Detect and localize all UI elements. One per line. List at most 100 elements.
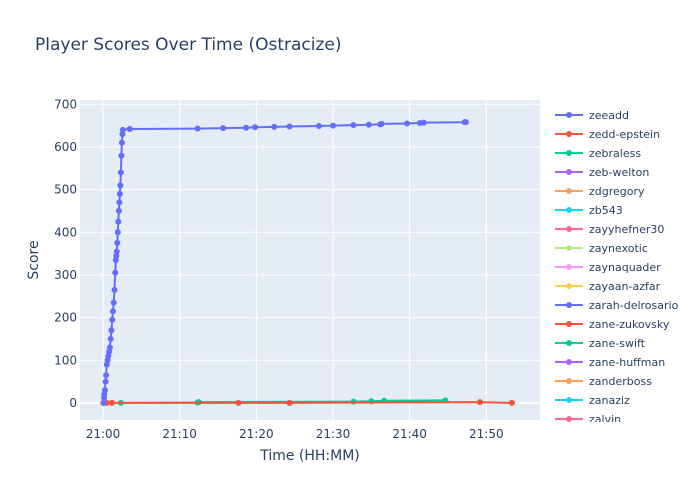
legend-swatch-marker bbox=[566, 321, 572, 327]
legend-label: zayaan-azfar bbox=[589, 280, 661, 293]
legend-swatch-marker bbox=[566, 169, 572, 175]
data-point-zeeadd bbox=[118, 152, 125, 159]
y-tick-label: 600 bbox=[54, 140, 77, 154]
data-point-zeeadd bbox=[114, 229, 121, 236]
data-point-zeeadd bbox=[220, 125, 227, 132]
data-point-zeeadd bbox=[117, 182, 124, 189]
y-tick-label: 400 bbox=[54, 225, 77, 239]
data-point-zedd-epstein bbox=[235, 399, 242, 406]
x-tick-label: 21:50 bbox=[469, 427, 504, 441]
legend-item: zane-swift bbox=[555, 337, 646, 350]
data-point-zeeadd bbox=[286, 123, 293, 130]
legend: zeeadd zedd-epstein zebraless zeb-welton zdg… bbox=[555, 109, 679, 426]
data-point-zedd-epstein bbox=[508, 399, 515, 406]
data-point-zeeadd bbox=[315, 123, 322, 130]
data-point-zeeadd bbox=[102, 378, 109, 385]
data-point-zeeadd bbox=[114, 239, 121, 246]
data-point-zeeadd bbox=[194, 125, 201, 132]
legend-label: zedd-epstein bbox=[589, 128, 660, 141]
data-point-zeeadd bbox=[116, 190, 123, 197]
legend-swatch-marker bbox=[566, 359, 572, 365]
legend-item: zayyhefner30 bbox=[555, 223, 664, 236]
legend-item: zaynexotic bbox=[555, 242, 648, 255]
y-tick-label: 0 bbox=[69, 396, 77, 410]
x-axis-title: Time (HH:MM) bbox=[259, 448, 360, 464]
legend-item: zedd-epstein bbox=[555, 128, 660, 141]
data-point-zeeadd bbox=[112, 269, 119, 276]
data-point-zeeadd bbox=[126, 126, 133, 133]
legend-label: zane-zukovsky bbox=[589, 318, 670, 331]
legend-label: zayyhefner30 bbox=[589, 223, 664, 236]
data-point-zeeadd bbox=[113, 248, 120, 255]
data-point-zeeadd bbox=[404, 120, 411, 127]
legend-item: zdgregory bbox=[555, 185, 645, 198]
legend-label: zebraless bbox=[589, 147, 641, 160]
x-tick-label: 21:30 bbox=[316, 427, 351, 441]
data-point-zeeadd bbox=[111, 286, 118, 293]
y-tick-label: 300 bbox=[54, 268, 77, 282]
legend-item: zebraless bbox=[555, 147, 641, 160]
data-point-zeeadd bbox=[365, 121, 372, 128]
legend-label: zarah-delrosario bbox=[589, 299, 679, 312]
plot-area bbox=[80, 100, 540, 420]
legend-item: zanaziz bbox=[555, 394, 630, 407]
data-point-zeeadd bbox=[271, 123, 278, 130]
legend-item: zb543 bbox=[555, 204, 623, 217]
data-point-zeeadd bbox=[100, 399, 107, 406]
legend-label: zalvin bbox=[589, 413, 621, 426]
data-point-zeeadd bbox=[116, 199, 123, 206]
x-tick-label: 21:20 bbox=[239, 427, 274, 441]
legend-swatch-marker bbox=[566, 245, 572, 251]
chart-title: Player Scores Over Time (Ostracize) bbox=[35, 35, 342, 55]
legend-label: zdgregory bbox=[589, 185, 645, 198]
legend-swatch-marker bbox=[566, 264, 572, 270]
x-tick-label: 21:10 bbox=[162, 427, 197, 441]
series-zeeadd bbox=[100, 119, 469, 406]
legend-item: zalvin bbox=[555, 413, 621, 426]
legend-item: zeb-welton bbox=[555, 166, 649, 179]
legend-swatch-marker bbox=[566, 131, 572, 137]
legend-swatch-marker bbox=[566, 283, 572, 289]
legend-item: zeeadd bbox=[555, 109, 629, 122]
legend-label: zeb-welton bbox=[589, 166, 649, 179]
legend-item: zane-zukovsky bbox=[555, 318, 670, 331]
legend-item: zaynaquader bbox=[555, 261, 661, 274]
data-point-zeeadd bbox=[108, 327, 115, 334]
data-point-zeeadd bbox=[106, 344, 113, 351]
data-point-zeeadd bbox=[119, 126, 126, 133]
data-point-zedd-epstein bbox=[476, 399, 483, 406]
legend-swatch-marker bbox=[566, 188, 572, 194]
grid-layer bbox=[80, 100, 540, 420]
y-tick-label: 100 bbox=[54, 353, 77, 367]
data-point-zeeadd bbox=[118, 139, 125, 146]
y-tick-label: 700 bbox=[54, 97, 77, 111]
legend-item: zayaan-azfar bbox=[555, 280, 661, 293]
data-point-zeeadd bbox=[109, 308, 116, 315]
data-layer bbox=[100, 119, 515, 406]
legend-item: zane-huffman bbox=[555, 356, 665, 369]
data-point-zeeadd bbox=[101, 387, 108, 394]
data-point-zeeadd bbox=[378, 120, 385, 127]
data-point-zeeadd bbox=[115, 218, 122, 225]
legend-swatch-marker bbox=[566, 397, 572, 403]
legend-label: zaynexotic bbox=[589, 242, 648, 255]
legend-swatch-marker bbox=[566, 302, 572, 308]
legend-swatch-marker bbox=[566, 150, 572, 156]
legend-label: zane-swift bbox=[589, 337, 646, 350]
tick-layer: 0 100 200 300 400 500 600 700 21:00 21:10 21:20 21:… bbox=[54, 97, 504, 441]
legend-swatch-marker bbox=[566, 340, 572, 346]
legend-swatch-marker bbox=[566, 416, 572, 422]
data-point-zeeadd bbox=[117, 169, 124, 176]
data-point-zeeadd bbox=[109, 316, 116, 323]
legend-label: zeeadd bbox=[589, 109, 629, 122]
data-point-zeeadd bbox=[462, 119, 469, 126]
legend-items: zeeadd zedd-epstein zebraless zeb-welton zdg… bbox=[555, 109, 679, 426]
data-point-zeeadd bbox=[350, 122, 357, 129]
legend-label: zanderboss bbox=[589, 375, 652, 388]
series-zedd-epstein bbox=[103, 399, 515, 406]
data-point-zeeadd bbox=[103, 372, 110, 379]
data-point-zeeadd bbox=[115, 207, 122, 214]
data-point-zeeadd bbox=[420, 119, 427, 126]
